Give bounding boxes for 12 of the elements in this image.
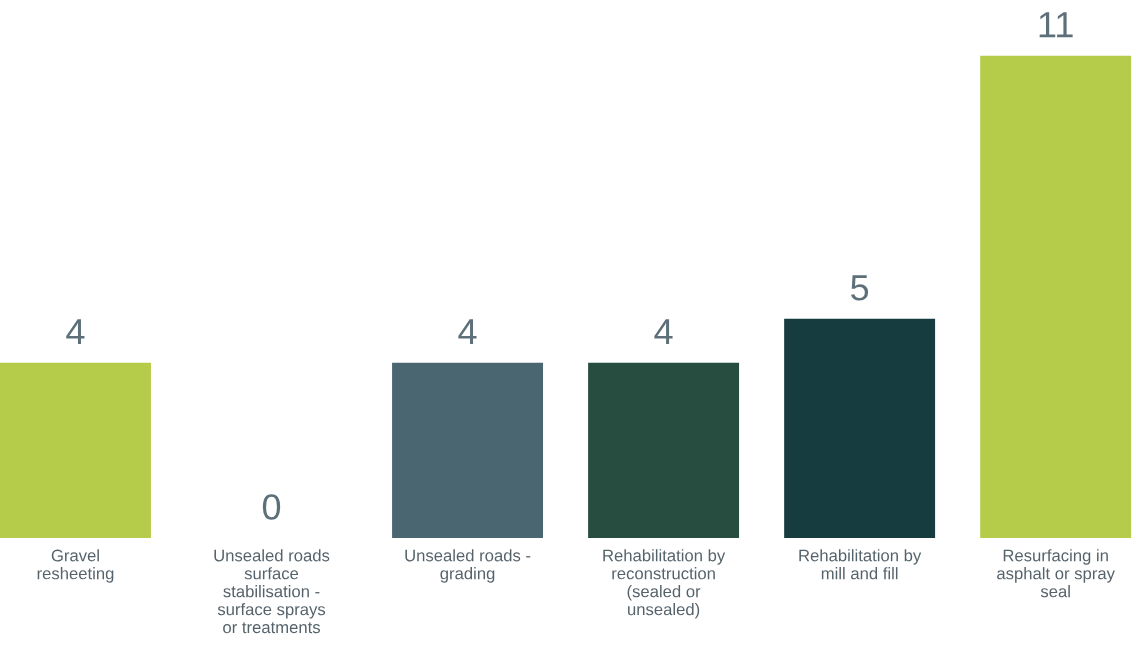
x-tick-label: Gravel resheeting <box>37 549 114 583</box>
x-tick-label: Unsealed roads surface stabilisation - surface sprays or treatments <box>214 549 330 634</box>
data-label: 4 <box>458 319 477 345</box>
data-label: 4 <box>66 319 85 345</box>
data-label: 4 <box>654 319 673 345</box>
x-tick-label: Unsealed roads - grading <box>405 549 531 583</box>
data-label: 11 <box>1039 12 1073 38</box>
data-label: 5 <box>851 275 869 301</box>
x-tick-label: Resurfacing in asphalt or spray seal <box>997 549 1115 598</box>
data-label: 0 <box>262 494 281 520</box>
x-tick-label: Rehabilitation by reconstruction (sealed or unsealed) <box>603 549 726 619</box>
x-tick-label: Rehabilitation by mill and fill <box>799 549 922 580</box>
